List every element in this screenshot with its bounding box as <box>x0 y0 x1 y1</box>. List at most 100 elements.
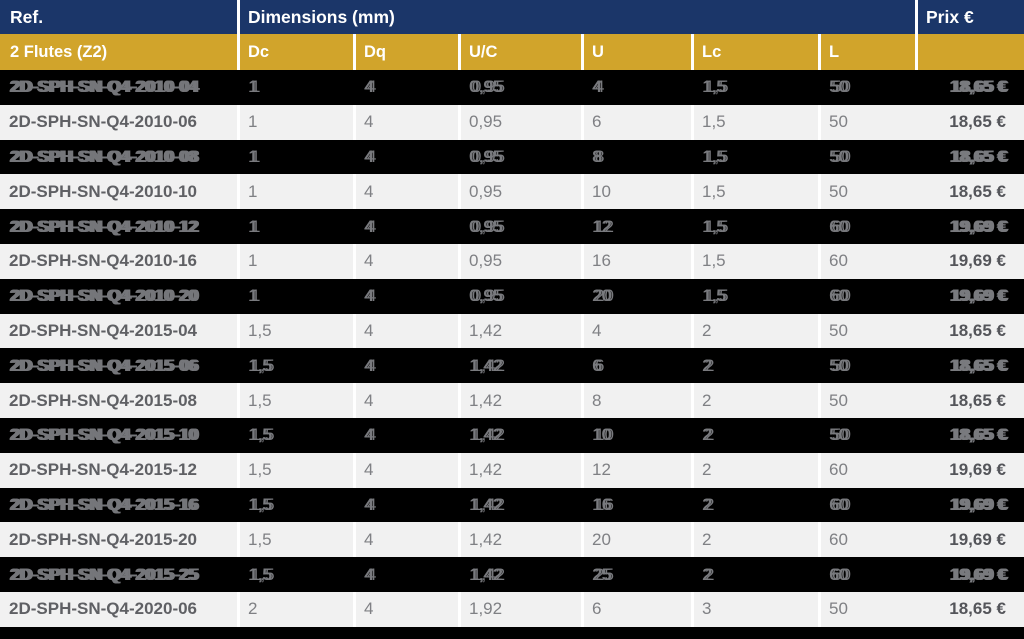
value-cell: 1,5 <box>237 522 353 558</box>
value-cell: 4 <box>353 452 458 488</box>
value-cell: 8 <box>592 146 602 166</box>
subheader-col-dc: Dc <box>237 34 353 70</box>
value-cell: 50 <box>829 425 848 445</box>
value-cell: 1,42 <box>469 355 503 375</box>
value-cell: 1,5 <box>691 174 818 210</box>
value-cell: 1,5 <box>248 494 272 514</box>
price-cell: 19,69 € <box>949 216 1006 236</box>
value-cell: 50 <box>818 591 915 627</box>
value-cell: 1 <box>237 104 353 140</box>
value-cell: 10 <box>592 425 611 445</box>
value-cell: 1,5 <box>237 383 353 418</box>
ref-cell: 2D-SPH-SN-Q4-2015-12 <box>9 460 198 480</box>
value-cell: 1,42 <box>469 564 503 584</box>
table-row: 2D-SPH-SN-Q4-2010-04 1 4 0,95 4 1,5 50 1… <box>0 70 1024 105</box>
value-cell: 20 <box>592 286 611 306</box>
value-cell: 50 <box>818 174 915 210</box>
value-cell: 0,95 <box>458 104 581 140</box>
price-cell: 18,65 € <box>949 77 1006 97</box>
value-cell: 60 <box>818 243 915 279</box>
table-row: 2D-SPH-SN-Q4-2015-25 1,5 4 1,42 25 2 60 … <box>0 557 1024 592</box>
header-prix: Prix € <box>915 0 1024 34</box>
table-row: 2D-SPH-SN-Q4-2020-06 2 4 1,92 6 3 50 18,… <box>0 591 1024 627</box>
value-cell: 4 <box>353 313 458 349</box>
value-cell: 50 <box>818 104 915 140</box>
value-cell: 1,5 <box>248 425 272 445</box>
value-cell: 1,42 <box>458 383 581 418</box>
ref-cell: 2D-SPH-SN-Q4-2010-04 <box>9 77 198 97</box>
value-cell: 1 <box>248 77 258 97</box>
value-cell: 50 <box>829 355 848 375</box>
value-cell: 50 <box>829 146 848 166</box>
ref-cell: 2D-SPH-SN-Q4-2015-04 <box>9 320 198 340</box>
value-cell: 12 <box>581 452 691 488</box>
value-cell: 4 <box>364 146 374 166</box>
value-cell: 0,95 <box>469 146 503 166</box>
price-cell: 19,69 € <box>949 564 1006 584</box>
value-cell: 1 <box>248 216 258 236</box>
value-cell: 50 <box>818 383 915 418</box>
ref-cell: 2D-SPH-SN-Q4-2015-10 <box>9 425 198 445</box>
value-cell: 60 <box>818 452 915 488</box>
value-cell: 0,95 <box>458 243 581 279</box>
value-cell: 8 <box>581 383 691 418</box>
value-cell: 1 <box>237 243 353 279</box>
table-row: 2D-SPH-SN-Q4-2010-08 1 4 0,95 8 1,5 50 1… <box>0 139 1024 175</box>
value-cell: 1,5 <box>237 313 353 349</box>
value-cell: 4 <box>364 564 374 584</box>
price-cell: 19,69 € <box>949 494 1006 514</box>
value-cell: 4 <box>364 494 374 514</box>
value-cell: 6 <box>592 355 602 375</box>
table-row: 2D-SPH-SN-Q4-2015-20 1,5 4 1,42 20 2 60 … <box>0 522 1024 558</box>
value-cell: 4 <box>353 104 458 140</box>
value-cell: 60 <box>829 216 848 236</box>
header-ref: Ref. <box>10 6 44 27</box>
value-cell: 2 <box>691 383 818 418</box>
table-header-row: Ref. Dimensions (mm) Prix € <box>0 0 1024 34</box>
value-cell: 1,42 <box>458 313 581 349</box>
price-cell: 19,69 € <box>949 251 1006 271</box>
table-row: 2D-SPH-SN-Q4-2015-08 1,5 4 1,42 8 2 50 1… <box>0 383 1024 418</box>
value-cell: 4 <box>364 425 374 445</box>
value-cell: 1,5 <box>702 146 726 166</box>
header-dimensions: Dimensions (mm) <box>237 0 915 34</box>
value-cell: 4 <box>353 383 458 418</box>
table-row: 2D-SPH-SN-Q4-2015-06 1,5 4 1,42 6 2 50 1… <box>0 348 1024 384</box>
ref-cell: 2D-SPH-SN-Q4-2010-20 <box>9 286 198 306</box>
table-row: 2D-SPH-SN-Q4-2010-06 1 4 0,95 6 1,5 50 1… <box>0 104 1024 140</box>
value-cell: 1,42 <box>469 425 503 445</box>
price-cell: 18,65 € <box>949 390 1006 410</box>
value-cell: 4 <box>581 313 691 349</box>
price-cell: 19,69 € <box>949 286 1006 306</box>
table-subheader-row: 2 Flutes (Z2) Dc Dq U/C U Lc L <box>0 34 1024 70</box>
value-cell: 2 <box>702 564 712 584</box>
ref-cell: 2D-SPH-SN-Q4-2020-06 <box>9 599 198 619</box>
price-cell: 18,65 € <box>949 320 1006 340</box>
price-cell: 18,65 € <box>949 146 1006 166</box>
value-cell: 1 <box>248 146 258 166</box>
value-cell: 1,5 <box>702 286 726 306</box>
ref-cell: 2D-SPH-SN-Q4-2010-12 <box>9 216 198 236</box>
ref-cell: 2D-SPH-SN-Q4-2015-06 <box>9 355 198 375</box>
ref-cell: 2D-SPH-SN-Q4-2010-10 <box>9 181 198 201</box>
value-cell: 1,92 <box>458 591 581 627</box>
table-row: 2D-SPH-SN-Q4-2010-12 1 4 0,95 12 1,5 60 … <box>0 209 1024 244</box>
ref-cell: 2D-SPH-SN-Q4-2010-16 <box>9 251 198 271</box>
value-cell: 1 <box>237 174 353 210</box>
value-cell: 2 <box>691 522 818 558</box>
value-cell: 6 <box>581 591 691 627</box>
value-cell: 25 <box>592 564 611 584</box>
value-cell: 4 <box>364 286 374 306</box>
ref-cell: 2D-SPH-SN-Q4-2015-25 <box>9 564 198 584</box>
ref-cell: 2D-SPH-SN-Q4-2010-06 <box>9 112 198 132</box>
value-cell: 60 <box>829 564 848 584</box>
value-cell: 1,42 <box>458 452 581 488</box>
value-cell: 4 <box>592 77 602 97</box>
price-cell: 19,69 € <box>949 529 1006 549</box>
subheader-prix-spacer <box>915 34 1024 70</box>
value-cell: 1,5 <box>248 564 272 584</box>
value-cell: 20 <box>581 522 691 558</box>
subheader-col-lc: Lc <box>691 34 818 70</box>
table-row: 2D-SPH-SN-Q4-2010-16 1 4 0,95 16 1,5 60 … <box>0 243 1024 279</box>
price-cell: 18,65 € <box>949 355 1006 375</box>
